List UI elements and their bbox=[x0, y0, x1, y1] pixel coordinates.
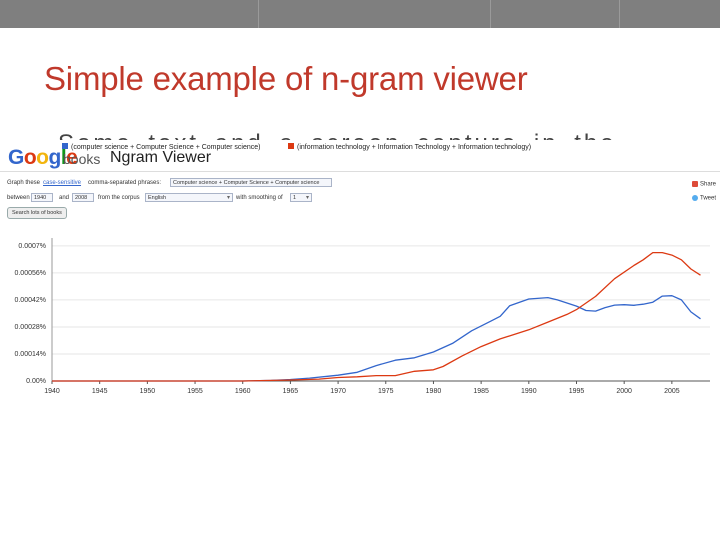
logo-letter: g bbox=[48, 146, 62, 169]
legend-label-2: (information technology + Information Te… bbox=[297, 144, 531, 151]
legend-swatch-1 bbox=[62, 143, 68, 149]
slide-title: Simple example of n-gram viewer bbox=[44, 60, 528, 97]
ngram-viewer-screenshot: Google books Ngram Viewer Graph these ca… bbox=[0, 140, 720, 398]
header-divider bbox=[0, 171, 720, 172]
slide-top-bar bbox=[0, 0, 720, 28]
phrases-input[interactable]: Computer science + Computer Science + Co… bbox=[170, 178, 332, 187]
year-start-input[interactable]: 1940 bbox=[31, 193, 53, 202]
series-line-1 bbox=[52, 295, 701, 382]
y-tick-label: 0.00028% bbox=[14, 324, 46, 331]
y-tick-label: 0.00014% bbox=[14, 351, 46, 358]
x-tick-label: 1995 bbox=[569, 388, 585, 395]
top-bar-divider bbox=[490, 0, 491, 28]
and-label: and bbox=[59, 195, 70, 201]
smoothing-label: with smoothing of bbox=[236, 195, 283, 201]
twitter-icon bbox=[691, 195, 698, 201]
search-button[interactable]: Search lots of books bbox=[7, 207, 67, 219]
x-tick-label: 1965 bbox=[283, 388, 299, 395]
tweet-label: Tweet bbox=[699, 195, 716, 202]
logo-letter: o bbox=[23, 146, 37, 169]
google-plus-icon bbox=[691, 181, 698, 187]
from-corpus-label: from the corpus bbox=[98, 195, 140, 201]
x-tick-label: 1990 bbox=[521, 388, 537, 395]
x-tick-label: 1950 bbox=[140, 388, 156, 395]
logo-letter: o bbox=[36, 146, 49, 169]
comma-separated-label: comma-separated phrases: bbox=[88, 180, 162, 186]
books-label: books bbox=[63, 151, 101, 167]
series-line-2 bbox=[52, 251, 701, 382]
x-tick-label: 1955 bbox=[187, 388, 203, 395]
product-title: Ngram Viewer bbox=[110, 149, 212, 166]
smoothing-select[interactable]: 1 bbox=[290, 193, 312, 202]
google-plus-label: Share bbox=[699, 181, 716, 188]
legend-label-1: (computer science + Computer Science + C… bbox=[71, 144, 260, 151]
between-label: between bbox=[7, 195, 30, 201]
x-tick-label: 1970 bbox=[330, 388, 346, 395]
corpus-select[interactable]: English bbox=[145, 193, 233, 202]
y-tick-label: 0.00042% bbox=[14, 297, 46, 304]
x-tick-label: 1980 bbox=[426, 388, 442, 395]
legend-swatch-2 bbox=[288, 143, 294, 149]
x-tick-label: 1945 bbox=[92, 388, 108, 395]
graph-these-label: Graph these bbox=[7, 180, 41, 186]
year-end-input[interactable]: 2008 bbox=[72, 193, 94, 202]
x-tick-label: 2000 bbox=[616, 388, 632, 395]
ngram-chart: 0.00% 0.00014% 0.00028% 0.00042% 0.00056% 0.0… bbox=[14, 143, 710, 395]
y-tick-label: 0.0007% bbox=[18, 243, 46, 250]
y-tick-label: 0.00056% bbox=[14, 270, 46, 277]
top-bar-divider bbox=[258, 0, 259, 28]
google-plus-share[interactable]: Share bbox=[691, 181, 716, 188]
google-logo: Google bbox=[8, 146, 78, 170]
logo-letter: G bbox=[8, 146, 24, 169]
tweet-share[interactable]: Tweet bbox=[691, 195, 716, 202]
x-tick-label: 1975 bbox=[378, 388, 394, 395]
x-tick-label: 1940 bbox=[44, 388, 60, 395]
x-tick-label: 1960 bbox=[235, 388, 251, 395]
y-tick-label: 0.00% bbox=[26, 378, 46, 385]
top-bar-divider bbox=[619, 0, 620, 28]
x-tick-label: 1985 bbox=[473, 388, 489, 395]
logo-letter: l bbox=[60, 146, 67, 169]
case-sensitive-link[interactable]: case-sensitive bbox=[43, 180, 82, 186]
logo-letter: e bbox=[66, 146, 78, 169]
x-tick-label: 2005 bbox=[664, 388, 680, 395]
